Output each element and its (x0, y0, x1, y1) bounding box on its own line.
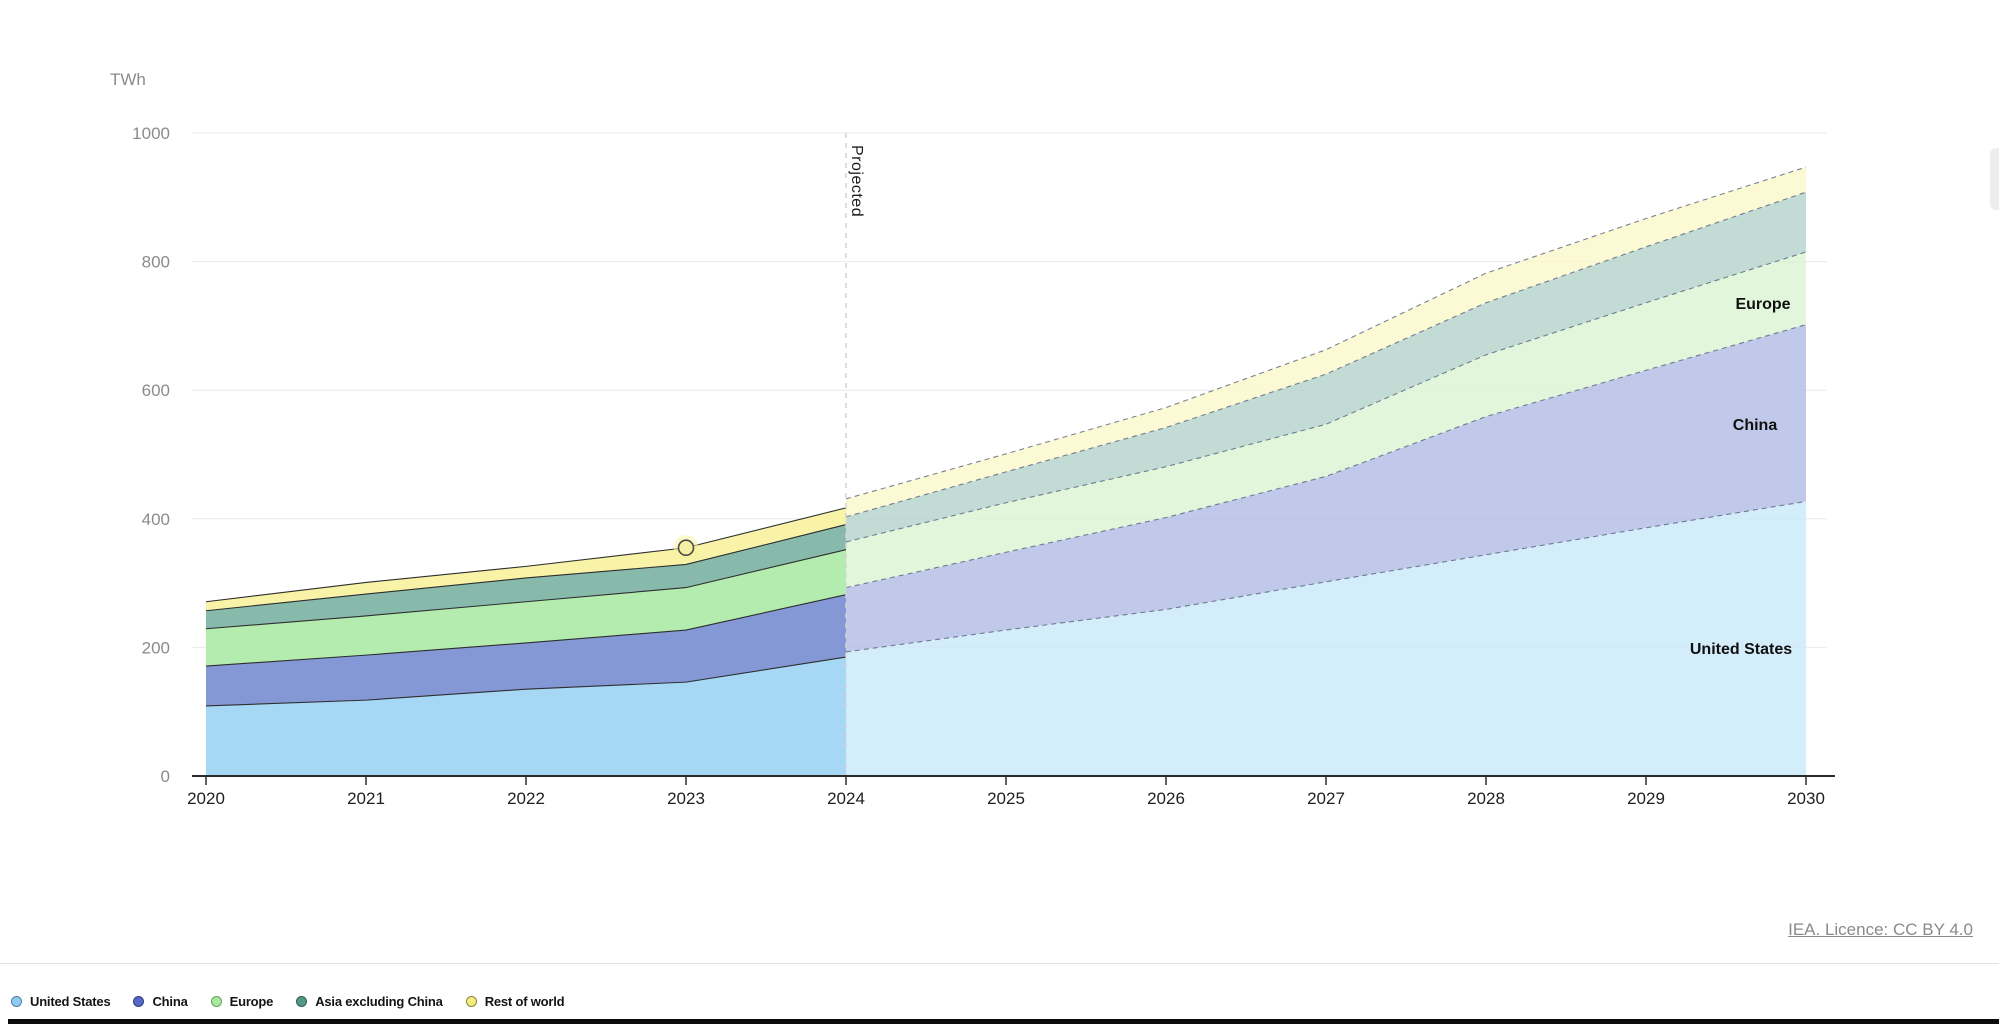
area-projected-china (846, 324, 1806, 652)
footer-divider (0, 963, 1999, 964)
bottom-edge-bar (8, 1019, 1999, 1024)
y-tick-label: 800 (142, 253, 170, 272)
y-tick-label: 400 (142, 510, 170, 529)
chart-legend: United States China Europe Asia excluding C… (11, 994, 565, 1009)
legend-item-rest-of-world[interactable]: Rest of world (465, 994, 565, 1009)
x-tick-label: 2024 (827, 789, 865, 808)
area-historical-asia-excluding-china (206, 524, 846, 629)
x-tick-label: 2029 (1627, 789, 1665, 808)
licence-link[interactable]: IEA. Licence: CC BY 4.0 (1788, 920, 1973, 939)
boundary-historical-rest-of-world (205, 507, 847, 603)
stacked-area-chart: 0 200 400 600 800 1000 2020 2021 2022 2023 2024 202… (132, 124, 1835, 808)
boundary-projected-europe (845, 251, 1807, 543)
legend-item-china[interactable]: China (133, 994, 188, 1009)
legend-dot-icon (465, 996, 477, 1007)
area-historical-united-states (206, 657, 846, 776)
x-tick-label: 2025 (987, 789, 1025, 808)
estimate-marker-2023 (677, 539, 695, 557)
legend-item-asia-excluding-china[interactable]: Asia excluding China (296, 994, 443, 1009)
x-tick-label: 2020 (187, 789, 225, 808)
boundary-projected-china (845, 324, 1807, 589)
boundary-projected-asia-excluding-china (845, 191, 1807, 518)
legend-dot-icon (11, 996, 22, 1007)
area-projected-rest-of-world (846, 167, 1806, 517)
boundary-projected-rest-of-world (845, 166, 1807, 500)
x-tick-label: 2023 (667, 789, 705, 808)
legend-item-label: Asia excluding China (315, 994, 443, 1009)
legend-item-united-states[interactable]: United States (11, 994, 111, 1009)
legend-item-label: Europe (229, 994, 274, 1009)
x-tick-label: 2030 (1787, 789, 1825, 808)
y-axis-unit-label: TWh (110, 70, 146, 89)
region-label-europe: Europe (1735, 296, 1790, 313)
legend-dot-icon (133, 996, 145, 1007)
legend-dot-icon (296, 996, 308, 1007)
x-tick-label: 2027 (1307, 789, 1345, 808)
y-tick-label: 1000 (132, 124, 170, 143)
boundary-historical-united-states (205, 656, 847, 707)
legend-item-label: United States (30, 994, 111, 1009)
area-historical-rest-of-world (206, 507, 846, 611)
y-tick-label: 600 (142, 381, 170, 400)
legend-item-europe[interactable]: Europe (210, 994, 274, 1009)
region-label-united-states: United States (1690, 641, 1792, 658)
y-tick-label: 0 (161, 767, 170, 786)
boundary-historical-china (205, 594, 847, 667)
area-historical-europe (206, 549, 846, 667)
x-tick-label: 2028 (1467, 789, 1505, 808)
legend-item-label: China (152, 994, 188, 1009)
area-historical-china (206, 594, 846, 706)
legend-dot-icon (210, 996, 222, 1007)
x-tick-label: 2026 (1147, 789, 1185, 808)
x-tick-label: 2022 (507, 789, 545, 808)
x-tick-label: 2021 (347, 789, 385, 808)
y-tick-label: 200 (142, 638, 170, 657)
legend-item-label: Rest of world (484, 994, 565, 1009)
area-projected-europe (846, 251, 1806, 588)
projected-annotation: Projected (848, 145, 865, 218)
region-label-china: China (1733, 417, 1778, 434)
scrollbar-thumb[interactable] (1990, 148, 1999, 210)
boundary-historical-asia-excluding-china (205, 524, 847, 612)
area-projected-united-states (846, 501, 1806, 776)
area-projected-asia-excluding-china (846, 192, 1806, 542)
boundary-historical-europe (205, 549, 847, 630)
